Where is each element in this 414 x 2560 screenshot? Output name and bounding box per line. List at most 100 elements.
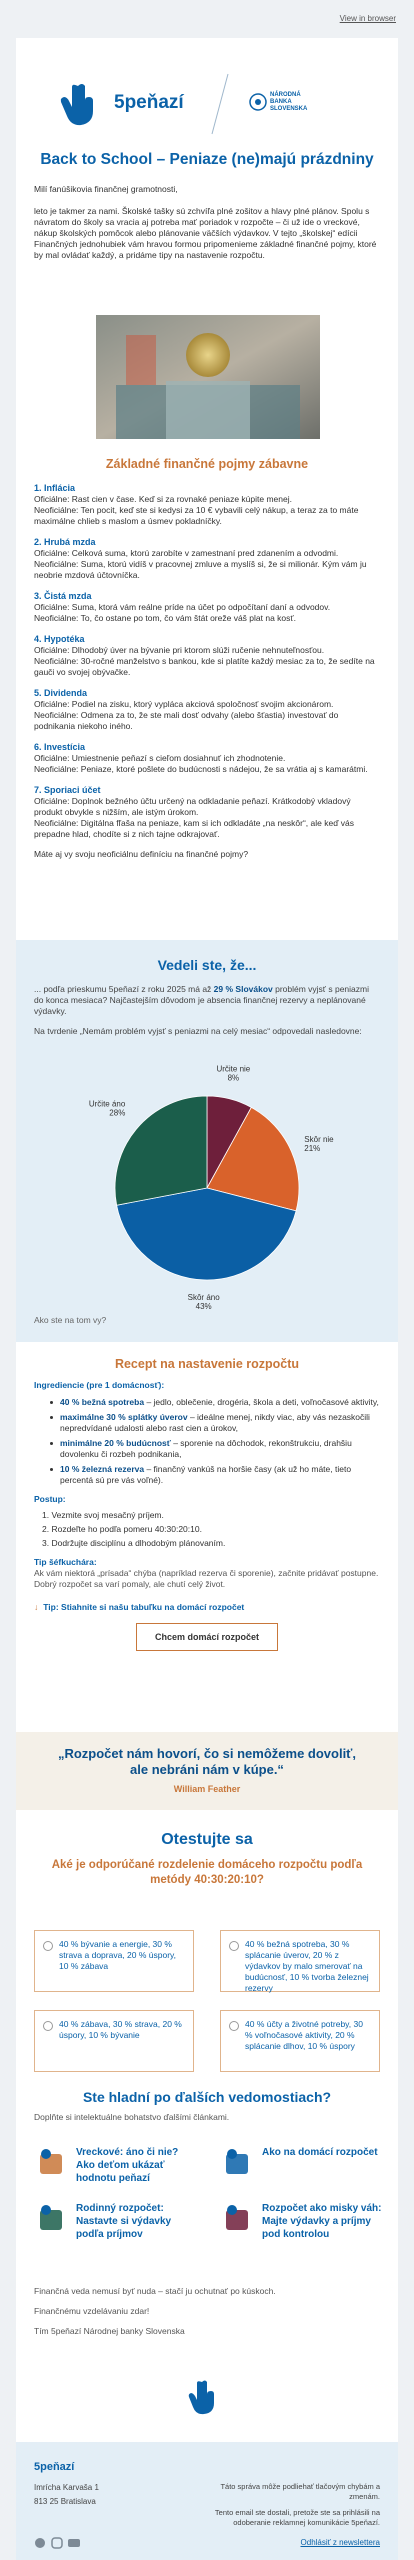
brand-name: 5peňazí [114,92,184,113]
term-official: Oficiálne: Doplnok bežného účtu určený n… [34,796,351,817]
articles: Ste hladní po ďalších vedomostiach? Dopl… [16,2088,398,2298]
article-link[interactable]: Vreckové: áno či nie? Ako deťom ukázať h… [34,2144,199,2194]
term-official: Oficiálne: Podiel na zisku, ktorý vyplác… [34,699,334,709]
article-icon [40,2149,62,2174]
quiz-option[interactable]: 40 % bežná spotreba, 30 % splácanie úver… [220,1930,380,1993]
term-official: Oficiálne: Celková suma, ktorú zarobíte … [34,548,339,558]
step: 1. Vezmite svoj mesačný príjem. [42,1510,164,1520]
intro-text: leto je takmer za nami. Školské tašky sú… [34,206,377,260]
cta-button[interactable]: Chcem domácí rozpočet [135,1623,279,1651]
term-title: 3. Čistá mzda [34,591,92,601]
quote-author: William Feather [173,1784,241,1794]
recipe: Recept na nastavenie rozpočtu Ingredienc… [16,1356,398,1651]
option-text: 40 % účty a životné potreby, 30 % voľnoč… [245,2019,363,2051]
pie-value-label: 8% [228,1073,240,1082]
pie-value-label: 43% [196,1302,212,1310]
term-unofficial: Neoficiálne: Suma, ktorú vidíš v pracovn… [34,559,367,580]
term-official: Oficiálne: Dlhodobý úver na bývanie pri … [34,645,325,655]
ingredient: minimálne 20 % budúcnosť – sporenie na d… [34,1438,380,1460]
term-unofficial: Neoficiálne: To, čo ostane po tom, čo vá… [34,613,296,623]
pie-value-label: 21% [304,1144,320,1153]
article-link[interactable]: Ako na domácí rozpočet [220,2144,385,2194]
nbs-text: SLOVENSKA [270,106,308,112]
article-link[interactable]: Rozpočet ako misky váh: Majte výdavky a … [220,2200,385,2250]
article-link[interactable]: Rodinný rozpočet: Nastavte si výdavky po… [34,2200,199,2250]
term-title: 4. Hypotéka [34,634,85,644]
ingredient: 40 % bežná spotreba – jedlo, oblečenie, … [34,1397,380,1408]
quiz-option[interactable]: 40 % bývanie a energie, 30 % strava a do… [34,1930,194,1992]
newsletter-card: 5peňazí NÁRODNÁ BANKA SLOVENSKA Back to Sc… [16,38,398,2560]
pie-label: Určite áno [89,1099,126,1108]
ingredients-title: Ingrediencie (pre 1 domácnosť): [34,1380,165,1390]
text: problém vyjsť s peniazmi do konca mesiac… [34,984,369,1016]
ingredient-amount: maximálne 30 % splátky úverov [60,1412,188,1422]
article-icon [40,2205,62,2230]
tip-icon: ↓ [34,1602,39,1612]
ingredient-amount: 40 % bežná spotreba [60,1397,145,1407]
term-title: 7. Sporiaci účet [34,785,101,795]
term: 5. Dividenda Oficiálne: Podiel na zisku, … [34,687,380,732]
term: 2. Hrubá mzda Oficiálne: Celková suma, kt… [34,536,380,581]
address-line: Imrícha Karvaša 1 [34,2483,99,2492]
closing-line: Finančná veda nemusí byť nuda – stačí ju… [34,2286,276,2296]
ingredient-text: – sporenie na dôchodok, rekonštrukciu, d… [60,1438,352,1459]
dyk-heading: Vedeli ste, že... [157,957,257,973]
tip-title: Tip šéfkuchára: [34,1557,97,1567]
option-text: 40 % bežná spotreba, 30 % splácanie úver… [245,1939,369,1993]
title: Back to School – Peniaze (ne)majú prázdn… [40,151,374,168]
term-unofficial: Neoficiálne: Digitálna fľaša na peniaze,… [34,818,355,839]
footer: 5peňazí Imrícha Karvaša 1 813 25 Bratisla… [16,2442,398,2560]
articles-subheading: Doplňte si intelektuálne bohatstvo ďalší… [34,2112,230,2122]
highlight: 29 % Slovákov [213,984,273,994]
nbs-text: NÁRODNÁ [270,92,301,98]
term: 6. Investícia Oficiálne: Umiestnenie peňa… [34,741,380,775]
pie-label: Určite nie [216,1064,250,1073]
article-title: Rodinný rozpočet: Nastavte si výdavky po… [76,2203,172,2240]
pie-slice [116,1187,297,1281]
footer-right: Táto správa môže podliehať tlačovým chyb… [210,2482,380,2534]
term-unofficial: Neoficiálne: 30-ročné manželstvo s banko… [34,656,375,677]
ingredient-text: – jedlo, oblečenie, drogéria, škola a de… [144,1397,379,1407]
article-title: Ako na domácí rozpočet [262,2147,378,2158]
dyk-text: ... podľa prieskumu 5peňazí z roku 2025 … [34,984,380,1017]
article-title: Rozpočet ako misky váh: Majte výdavky a … [262,2203,382,2240]
view-in-browser[interactable]: View in browser [339,14,396,23]
ingredient: maximálne 30 % splátky úverov – ideálne … [34,1412,380,1434]
quiz-question: Aké je odporúčané rozdelenie domáceho ro… [51,1859,363,1886]
pie-value-label: 28% [109,1108,125,1117]
button-wrap: Chcem domácí rozpočet [34,1623,380,1651]
quiz-option[interactable]: 40 % účty a životné potreby, 30 % voľnoč… [220,2010,380,2072]
closing: Finančná veda nemusí byť nuda – stačí ju… [16,2286,398,2346]
ingredient-amount: 10 % železná rezerva [60,1464,145,1474]
term: 4. Hypotéka Oficiálne: Dlhodobý úver na b… [34,633,380,678]
step: 3. Dodržujte disciplínu a dlhodobým plán… [42,1538,226,1548]
term-title: 2. Hrubá mzda [34,537,96,547]
logo-header: 5peňazí NÁRODNÁ BANKA SLOVENSKA [16,68,398,138]
unsubscribe-link[interactable]: Odhlásiť z newslettera [300,2538,380,2547]
quote: „Rozpočet nám hovorí, čo si nemôžeme dov… [16,1732,398,1810]
term-official: Oficiálne: Umiestnenie peňazí s cieľom d… [34,753,286,763]
pie-slice [206,1106,300,1212]
option-text: 40 % bývanie a energie, 30 % strava a do… [59,1939,177,1971]
social-icons[interactable] [34,2536,94,2550]
address-line: 813 25 Bratislava [34,2497,96,2506]
term-title: 6. Investícia [34,742,86,752]
download-tip: ↓ Tip: Stiahnite si našu tabuľku na domác… [34,1602,380,1613]
nbs-text: BANKA [270,99,292,105]
terms-section: Základné finančné pojmy zábavne 1. Inflá… [16,456,398,860]
greeting: Milí fanúšikovia finančnej gramotnosti, [34,184,178,194]
text: ... podľa prieskumu 5peňazí z roku 2025 … [34,984,214,994]
terms-question: Máte aj vy svoju neoficiálnu definíciu n… [34,849,249,859]
hand-logo [188,2380,214,2415]
download-text: Tip: Stiahnite si našu tabuľku na domácí… [43,1602,245,1612]
term: 7. Sporiaci účet Oficiálne: Doplnok bežné… [34,784,380,840]
recipe-heading: Recept na nastavenie rozpočtu [114,1357,300,1371]
survey-intro: Na tvrdenie „Nemám problém vyjsť s penia… [34,1026,362,1036]
quiz-option[interactable]: 40 % zábava, 30 % strava, 20 % úspory, 1… [34,2010,194,2072]
footer-brand: 5peňazí [34,2461,75,2473]
ingredient: 10 % železná rezerva – finančný vankúš n… [34,1464,380,1486]
article-title: Vreckové: áno či nie? Ako deťom ukázať h… [76,2147,179,2184]
disclaimer: Tento email ste dostali, pretože ste sa … [214,2508,380,2527]
ingredient-text: – ideálne menej, nikdy viac, aby vás nez… [60,1412,370,1433]
